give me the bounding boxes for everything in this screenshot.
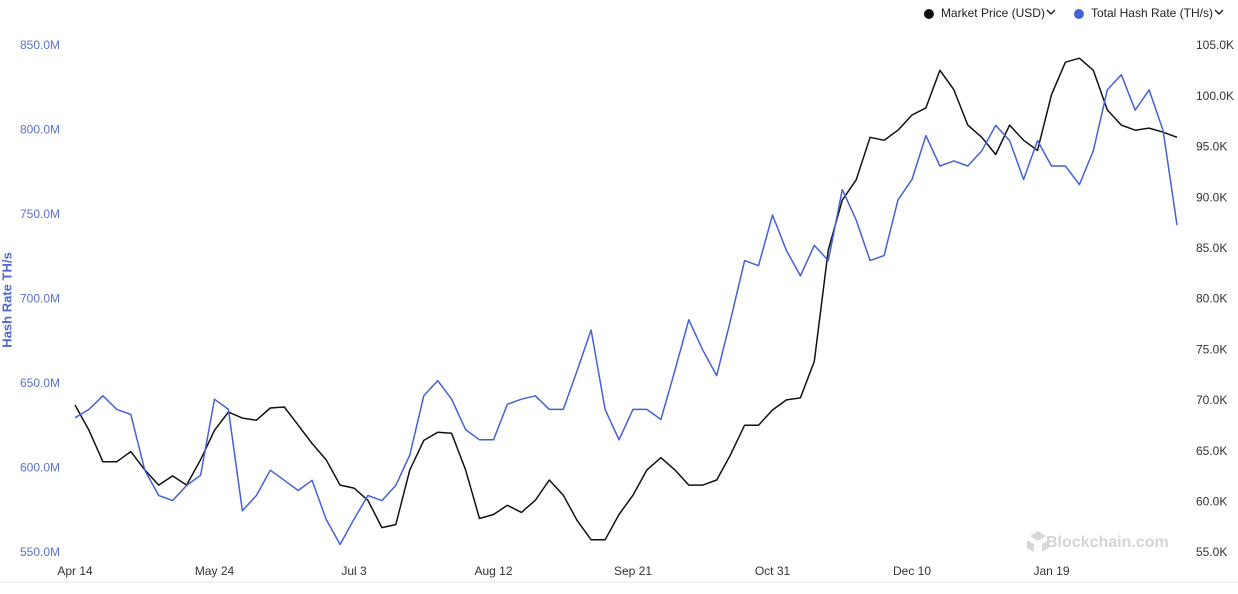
y2-tick-label: 65.0K	[1196, 444, 1227, 458]
y2-tick-label: 85.0K	[1196, 241, 1227, 255]
series-line	[74, 57, 1178, 541]
legend-label: Market Price (USD)	[941, 6, 1045, 20]
watermark-logo	[1027, 531, 1049, 552]
y2-tick-label: 55.0K	[1196, 545, 1227, 559]
legend-swatch	[923, 9, 934, 19]
y2-tick-label: 75.0K	[1196, 342, 1227, 356]
y2-tick-label: 70.0K	[1196, 393, 1227, 407]
legend-swatch	[1073, 9, 1084, 19]
y-tick-label: 550.0M	[20, 545, 60, 559]
legend-label: Total Hash Rate (TH/s)	[1091, 6, 1213, 20]
y2-tick-label: 95.0K	[1196, 140, 1227, 154]
series-line	[74, 73, 1178, 546]
y2-tick-label: 90.0K	[1196, 190, 1227, 204]
x-tick-label: Jan 19	[1033, 564, 1069, 578]
x-tick-label: Jul 3	[341, 564, 367, 578]
watermark-text: Blockchain.com	[1046, 534, 1169, 551]
y-tick-label: 600.0M	[20, 461, 60, 475]
legend-chevron	[1046, 9, 1056, 15]
x-tick-label: Oct 31	[755, 564, 791, 578]
y-tick-label: 750.0M	[20, 207, 60, 221]
y-tick-label: 700.0M	[20, 292, 60, 306]
x-tick-label: Dec 10	[893, 564, 931, 578]
y-tick-label: 800.0M	[20, 123, 60, 137]
legend-chevron	[1214, 9, 1224, 15]
y-tick-label: 850.0M	[20, 38, 60, 52]
watermark: Blockchain.com	[1027, 531, 1169, 552]
y2-tick-label: 100.0K	[1196, 89, 1234, 103]
x-tick-label: Sep 21	[614, 564, 652, 578]
x-tick-label: Aug 12	[474, 564, 512, 578]
y2-tick-label: 60.0K	[1196, 494, 1227, 508]
x-tick-label: Apr 14	[57, 564, 93, 578]
y-tick-label: 650.0M	[20, 376, 60, 390]
y2-tick-label: 80.0K	[1196, 292, 1227, 306]
y2-tick-label: 105.0K	[1196, 38, 1234, 52]
y-axis-title: Hash Rate TH/s	[0, 252, 14, 347]
legend-item[interactable]: Total Hash Rate (TH/s)	[1073, 6, 1224, 20]
x-tick-label: May 24	[195, 564, 235, 578]
legend-item[interactable]: Market Price (USD)	[923, 6, 1056, 20]
